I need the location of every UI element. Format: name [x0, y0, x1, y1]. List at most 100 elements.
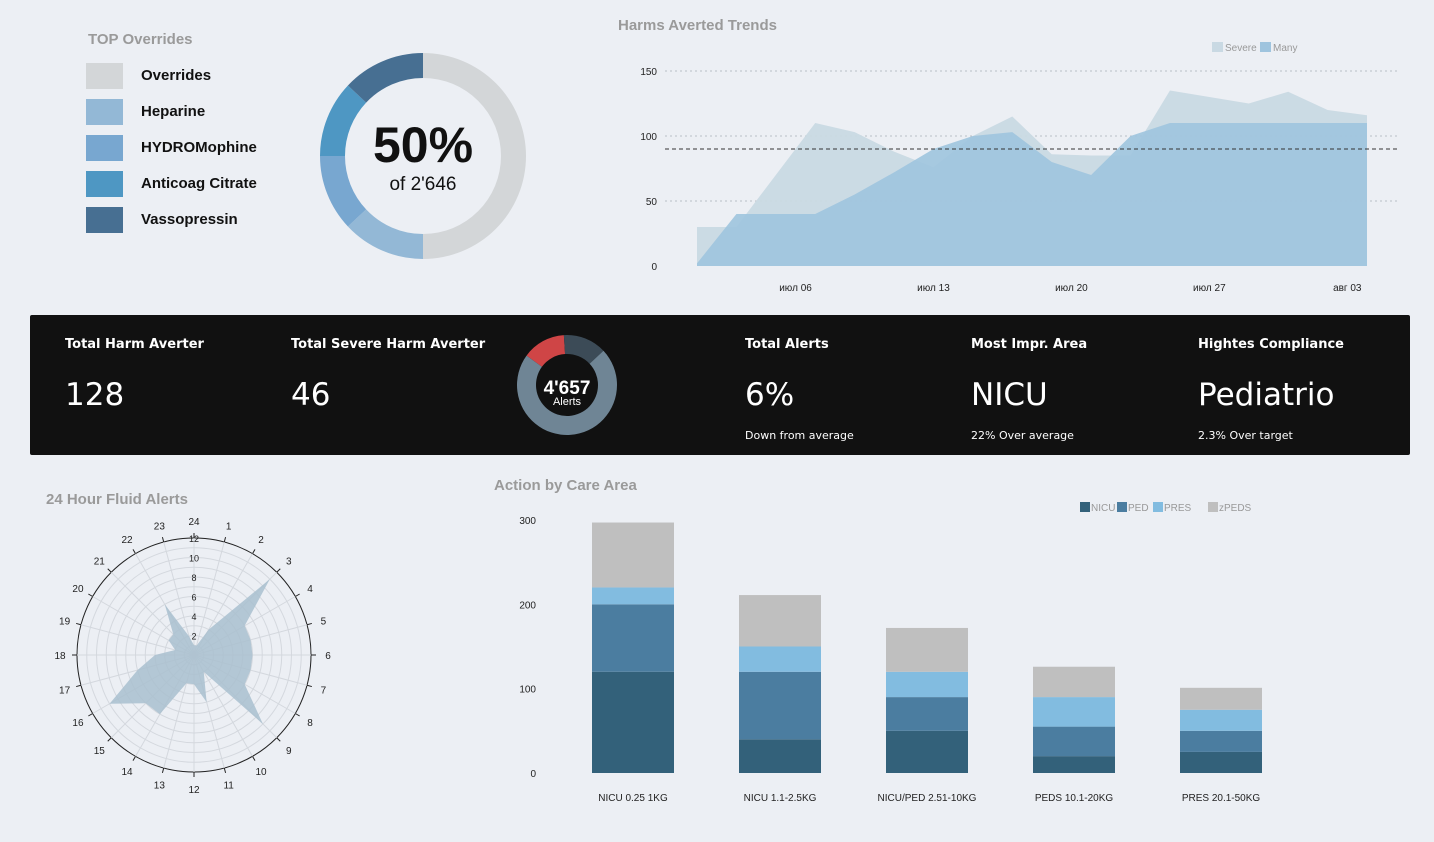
radar-hour-label: 7	[321, 686, 327, 697]
radar-hour-label: 11	[223, 780, 234, 791]
radar-hour-label: 21	[94, 556, 106, 567]
y-tick-label: 100	[519, 685, 536, 696]
donut-slice	[563, 335, 604, 364]
radar-radial-label: 8	[191, 573, 196, 583]
kpi-highest-value: Pediatrio	[1198, 377, 1335, 413]
alerts-donut-value: 4'657	[544, 378, 591, 399]
care-area-title: Action by Care Area	[494, 477, 637, 494]
donut-percent: 50%	[373, 117, 473, 173]
radar-hour-label: 19	[59, 616, 71, 627]
alerts-donut: 4'657 Alerts	[517, 335, 617, 435]
x-tick-label: июл 13	[917, 283, 950, 294]
radar-title: 24 Hour Fluid Alerts	[46, 491, 188, 508]
legend-swatch	[86, 99, 123, 125]
legend-swatch	[86, 207, 123, 233]
y-tick-label: 150	[640, 67, 657, 78]
x-tick-label: NICU 1.1-2.5KG	[744, 793, 817, 804]
radar-hour-label: 3	[286, 556, 292, 567]
radar-hour-label: 13	[154, 780, 166, 791]
kpi-total-harm-value: 128	[65, 377, 125, 413]
bar-segment	[592, 587, 674, 605]
y-tick-label: 0	[530, 769, 536, 780]
radar-radial-label: 12	[189, 534, 199, 544]
bar-segment	[1180, 730, 1262, 752]
kpi-total-severe-label: Total Severe Harm Averter	[291, 337, 486, 352]
bar-segment	[739, 671, 821, 740]
legend-label: HYDROMophine	[141, 139, 257, 156]
kpi-band: Total Harm Averter 128 Total Severe Harm…	[30, 315, 1410, 455]
kpi-total-alerts-value: 6%	[745, 377, 795, 413]
kpi-most-impr-value: NICU	[971, 377, 1048, 413]
radar-radial-label: 4	[191, 612, 196, 622]
radar-area	[109, 579, 270, 724]
radar-tick	[107, 568, 112, 573]
top-overrides-title: TOP Overrides	[88, 31, 193, 48]
x-tick-label: авг 03	[1333, 283, 1362, 294]
alerts-donut-label: Alerts	[553, 396, 582, 408]
legend-swatch	[1117, 502, 1127, 512]
radar-tick	[88, 713, 93, 717]
donut-slice	[526, 335, 566, 367]
radar-hour-label: 22	[121, 535, 133, 546]
legend-swatch	[86, 63, 123, 89]
radar-spoke	[193, 541, 225, 656]
bar-segment	[886, 627, 968, 672]
bar-segment	[739, 646, 821, 672]
bar-segment	[739, 595, 821, 647]
radar-hour-label: 9	[286, 746, 292, 757]
care-area-chart: 0 100 200 300 NICU 0.25 1KG NICU 1.1-2.5KG NI…	[519, 502, 1262, 804]
radar-hour-label: 14	[121, 767, 133, 778]
x-tick-label: PRES 20.1-50KG	[1182, 793, 1261, 804]
x-tick-label: июл 06	[779, 283, 812, 294]
legend-swatch	[1260, 42, 1271, 52]
legend-label: PRES	[1164, 503, 1192, 514]
radar-radial-label: 10	[189, 554, 199, 564]
legend-swatch	[86, 171, 123, 197]
x-tick-label: PEDS 10.1-20KG	[1035, 793, 1114, 804]
radar-tick	[252, 549, 256, 554]
x-tick-label: июл 20	[1055, 283, 1088, 294]
radar-tick	[132, 549, 136, 554]
radar-tick	[306, 622, 312, 626]
y-tick-label: 50	[646, 197, 658, 208]
legend-label: NICU	[1091, 503, 1115, 514]
bar-segment	[592, 604, 674, 672]
bar-segment	[592, 671, 674, 773]
bar-segment	[1033, 666, 1115, 698]
legend-swatch	[1080, 502, 1090, 512]
donut-subtitle: of 2'646	[389, 174, 456, 195]
kpi-highest-label: Hightes Compliance	[1198, 337, 1344, 352]
radar-tick	[76, 622, 82, 626]
radar-tick	[276, 568, 281, 573]
legend-label: Vassopressin	[141, 211, 238, 228]
radar-hour-label: 4	[307, 584, 313, 595]
y-tick-label: 0	[651, 262, 657, 273]
radar-radial-label: 6	[191, 593, 196, 603]
legend-label: Heparine	[141, 103, 206, 120]
radar-hour-label: 8	[307, 718, 313, 729]
donut-slice	[320, 85, 367, 156]
y-tick-label: 200	[519, 600, 536, 611]
radar-hour-label: 10	[255, 767, 267, 778]
kpi-highest-note: 2.3% Over target	[1198, 429, 1293, 442]
radar-tick	[223, 767, 227, 773]
trends-title: Harms Averted Trends	[618, 17, 777, 34]
legend-label: Many	[1273, 43, 1297, 54]
radar-spoke	[163, 541, 195, 656]
bar-segment	[739, 739, 821, 773]
radar-tick	[161, 767, 165, 773]
trends-chart: 0 50 100 150 июл 06 июл 13 июл 20 июл 27 авг 03…	[640, 42, 1398, 294]
donut-slice	[517, 350, 617, 435]
radar-hour-label: 24	[188, 517, 200, 528]
radar-tick	[223, 537, 227, 543]
area-series	[697, 123, 1367, 266]
legend-label: zPEDS	[1219, 503, 1252, 514]
radar-hour-label: 12	[188, 785, 200, 796]
bar-segment	[1180, 751, 1262, 773]
x-tick-label: NICU/PED 2.51-10KG	[878, 793, 977, 804]
legend-swatch	[1153, 502, 1163, 512]
kpi-total-harm-label: Total Harm Averter	[65, 337, 204, 352]
radar-hour-label: 15	[94, 746, 106, 757]
donut-slice	[423, 53, 526, 259]
